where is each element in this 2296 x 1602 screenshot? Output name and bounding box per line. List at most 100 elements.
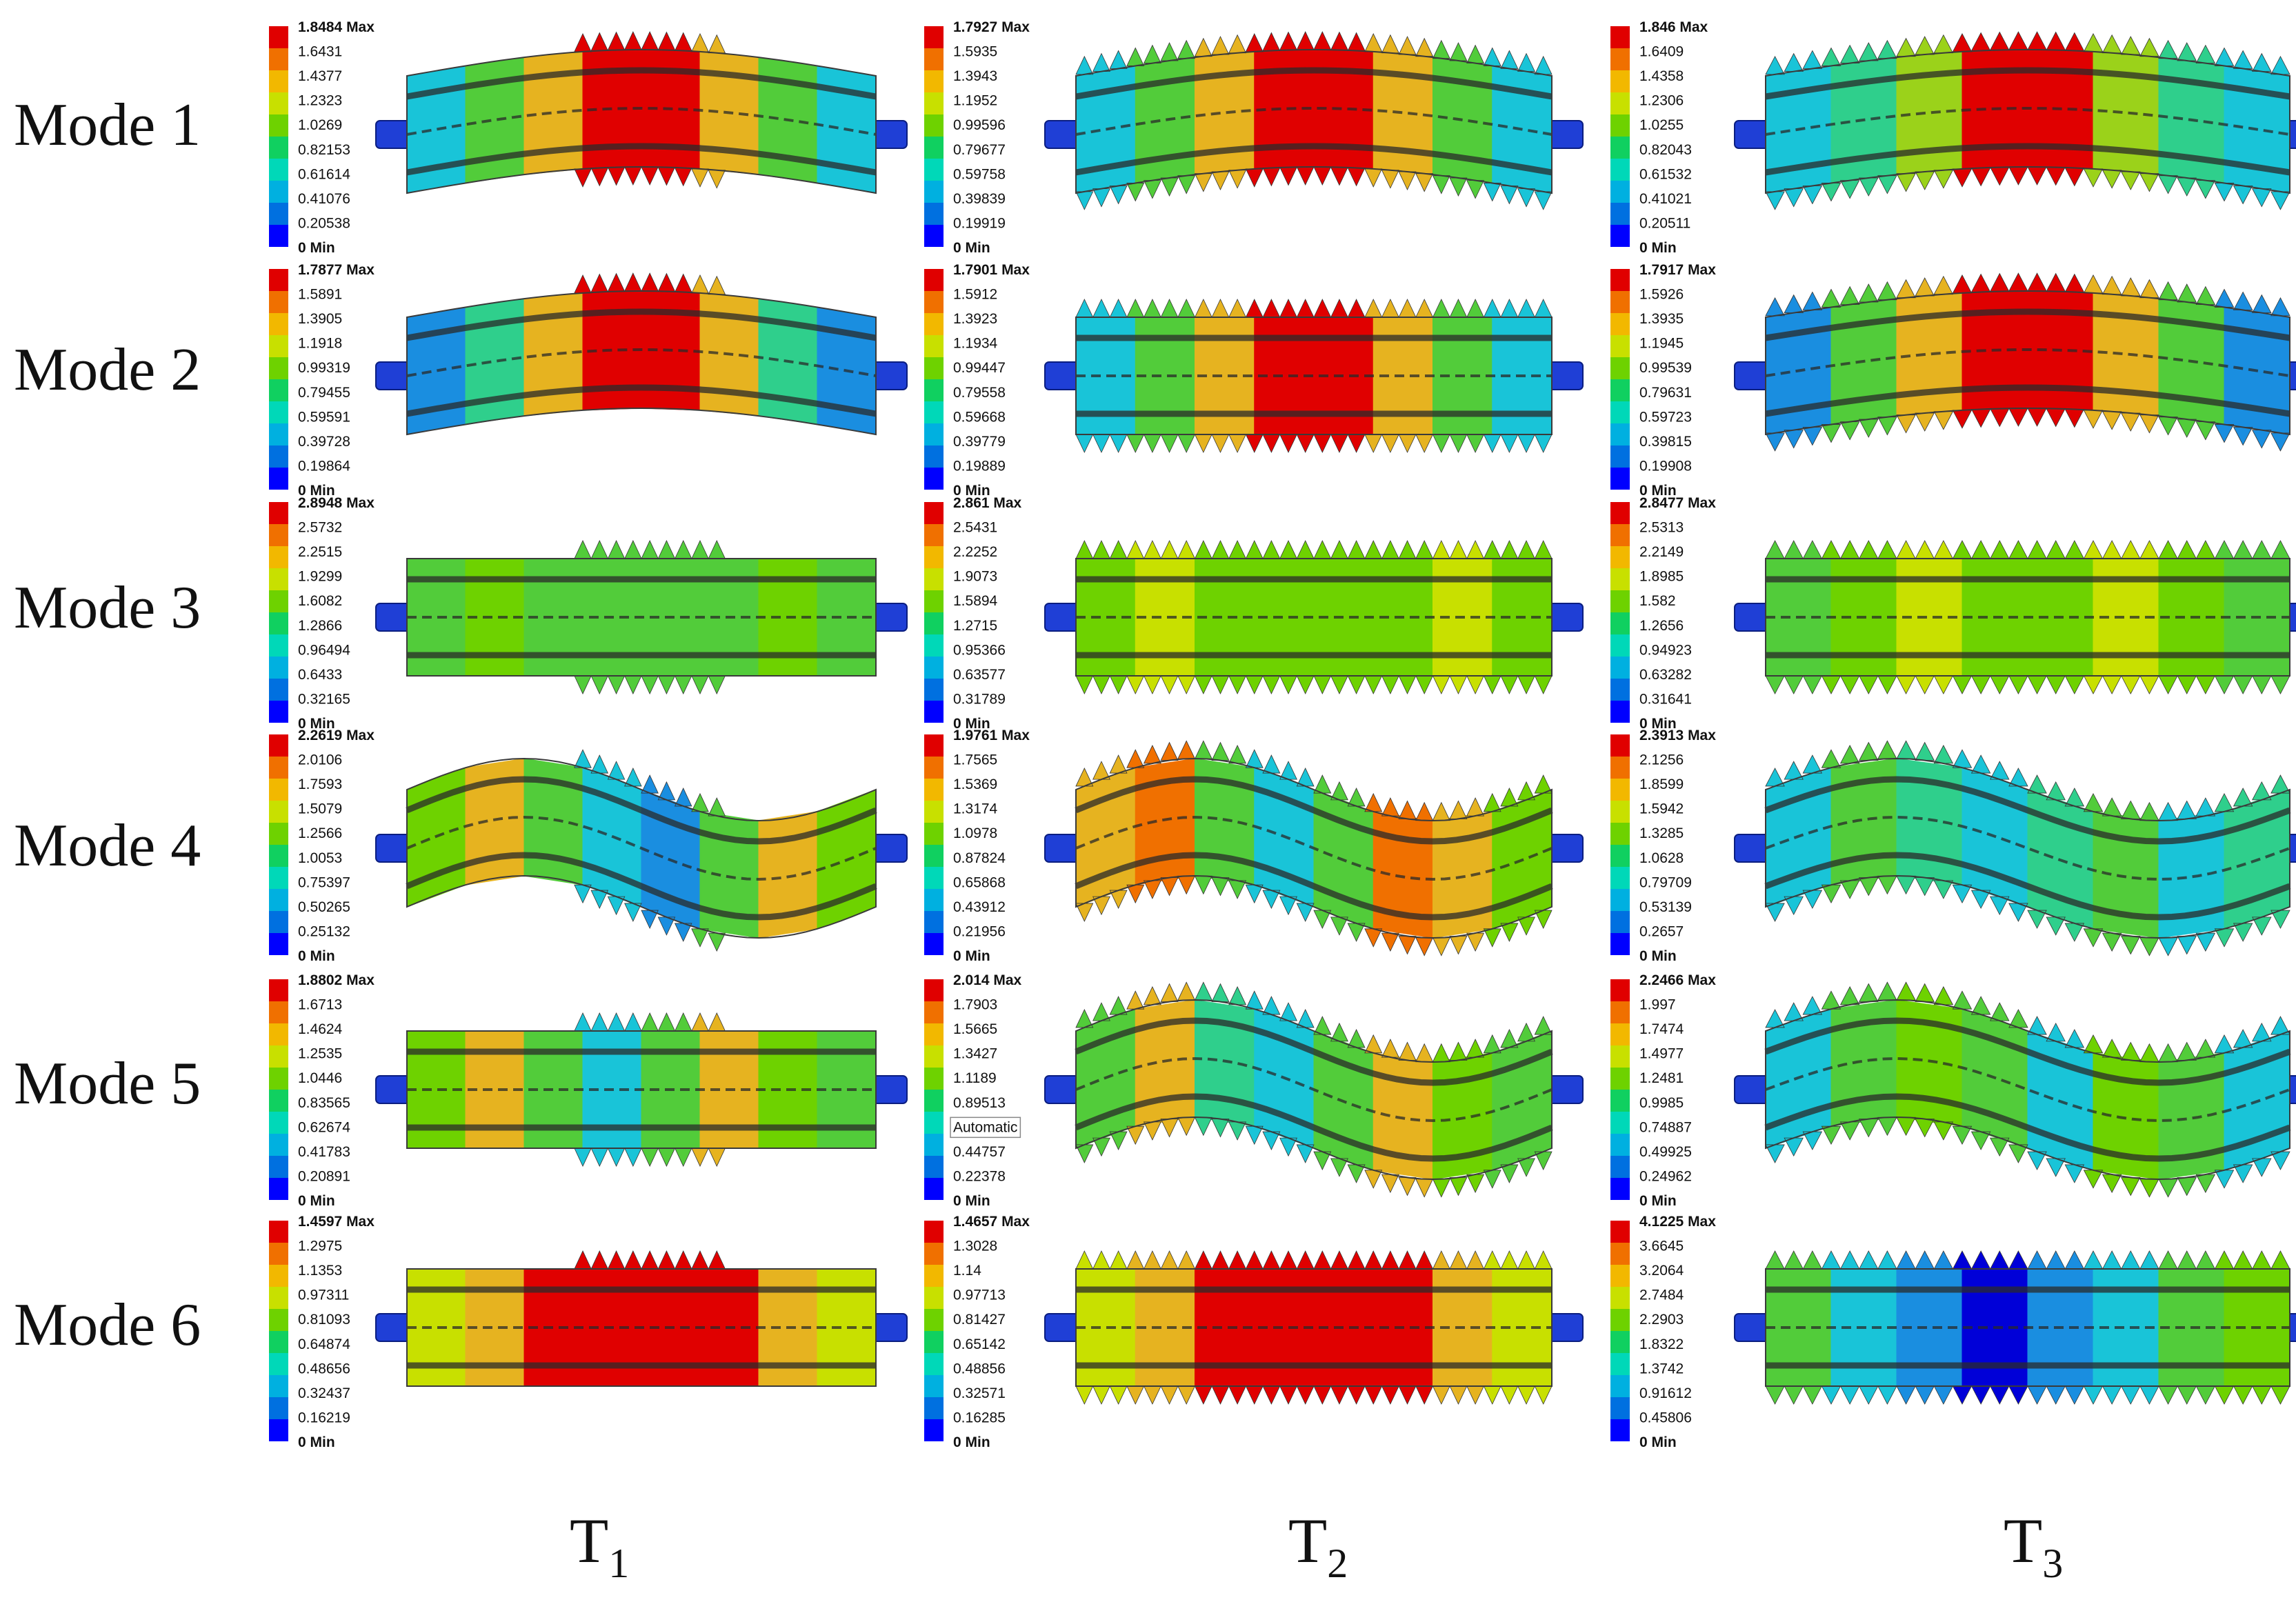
legend-max-label: 1.7917 Max (1639, 262, 1716, 278)
bottom-tooth (1364, 168, 1383, 188)
bottom-tooth (1194, 1385, 1212, 1405)
side-groove (1764, 852, 2291, 921)
legend-mode-5-t3: 2.2466 Max 1.997 1.7474 1.4977 1.2481 0.9985 0… (1610, 972, 1716, 1209)
top-tooth (1245, 32, 1264, 52)
legend-tick-label: 0.94923 (1639, 642, 1692, 658)
side-groove (406, 852, 877, 921)
legend-tick-label: 1.2306 (1639, 93, 1684, 109)
top-tooth (2064, 32, 2085, 51)
bottom-tooth (1483, 434, 1501, 453)
bottom-tooth (1839, 1121, 1860, 1141)
side-groove (1764, 1017, 2291, 1086)
top-tooth (2177, 1041, 2197, 1061)
bottom-tooth (1432, 175, 1450, 194)
side-groove (406, 143, 877, 176)
top-tooth (1821, 288, 1841, 308)
center-groove (1765, 106, 2290, 136)
side-groove (1075, 67, 1553, 100)
bottom-tooth (1330, 167, 1348, 186)
top-tooth (708, 540, 726, 559)
legend-color-box (269, 1375, 288, 1397)
mode-panel-mode-6-t1 (375, 1250, 908, 1387)
legend-color-box (1610, 1001, 1630, 1023)
panel-outline (406, 48, 877, 194)
top-tooth (607, 1012, 626, 1032)
top-tooth (2083, 792, 2104, 812)
legend-tick-label: 1.5079 (298, 801, 342, 817)
top-tooth (708, 797, 726, 817)
mode-panel-mode-1-t3 (1734, 31, 2296, 210)
legend-max-label: 2.014 Max (953, 972, 1022, 988)
legend-color-box (269, 867, 288, 889)
legend-color-box (1610, 70, 1630, 92)
column-labels: T1 T2 T3 (570, 1505, 2063, 1586)
legend-tick-label: 1.2481 (1639, 1070, 1684, 1086)
legend-tick-label: 2.5732 (298, 520, 342, 536)
center-groove (406, 815, 877, 881)
top-tooth (691, 1012, 709, 1032)
mode-panel-mode-6-t3 (1734, 1250, 2296, 1405)
legend-color-box (924, 1156, 944, 1178)
bottom-tooth (1296, 434, 1315, 453)
legend-color-box (1610, 445, 1630, 468)
top-tooth (2139, 801, 2159, 821)
legend-color-box (1610, 1045, 1630, 1068)
legend-color-box (924, 445, 944, 468)
legend-tick-label: 0.96494 (298, 642, 350, 658)
top-tooth (2121, 540, 2141, 559)
top-tooth (1126, 47, 1145, 66)
top-tooth (1990, 31, 2010, 50)
mode-panel-mode-3-t2 (1044, 540, 1584, 694)
legend-tick-label: 2.5313 (1639, 520, 1684, 536)
bottom-tooth (1821, 1385, 1841, 1405)
bottom-tooth (607, 675, 626, 694)
bottom-tooth (2252, 430, 2272, 449)
bottom-tooth (1279, 434, 1297, 453)
bottom-tooth (1517, 188, 1535, 208)
bottom-tooth (1990, 675, 2010, 694)
bottom-tooth (1415, 173, 1434, 192)
legend-color-box (924, 701, 944, 723)
legend-color-box (269, 546, 288, 568)
bottom-tooth (1432, 675, 1450, 694)
bottom-tooth (1296, 675, 1315, 694)
top-tooth (1109, 540, 1128, 559)
bottom-tooth (1245, 1385, 1264, 1405)
legend-color-box (1610, 867, 1630, 889)
top-tooth (2214, 47, 2235, 66)
legend-color-box (1610, 159, 1630, 181)
top-tooth (1765, 297, 1785, 317)
top-tooth (1952, 274, 1973, 294)
top-tooth (2270, 540, 2290, 559)
legend-min-label: 0 Min (1639, 716, 1677, 732)
top-tooth (1313, 299, 1332, 318)
top-tooth (1839, 745, 1860, 764)
legend-color-box (1610, 1068, 1630, 1090)
bottom-tooth (657, 1148, 676, 1167)
top-tooth (2083, 540, 2104, 559)
top-tooth (1952, 1250, 1973, 1270)
legend-color-box (269, 1134, 288, 1156)
legend-color-box (924, 114, 944, 137)
panel-outline (1765, 1268, 2290, 1387)
top-tooth (1330, 1250, 1348, 1270)
bottom-tooth (1877, 175, 1897, 194)
legend-tick-label: 0.39839 (953, 191, 1006, 207)
bottom-tooth (1279, 1385, 1297, 1405)
top-tooth (2195, 286, 2216, 306)
legend-tick-label: 1.4624 (298, 1021, 343, 1037)
bottom-tooth (1245, 168, 1264, 188)
legend-color-box (269, 379, 288, 401)
top-tooth (1330, 31, 1348, 50)
legend-color-box (1610, 612, 1630, 634)
top-tooth (1933, 745, 1954, 764)
bottom-tooth (2008, 1385, 2028, 1405)
column-label-t3-main: T (2004, 1505, 2042, 1576)
top-tooth (2046, 31, 2066, 50)
bottom-tooth (1877, 1117, 1897, 1137)
side-groove (1765, 308, 2290, 341)
top-tooth (1449, 1250, 1468, 1270)
top-tooth (1381, 540, 1399, 559)
legend-mode-3-t3: 2.8477 Max 2.5313 2.2149 1.8985 1.582 1.2656 0… (1610, 495, 1716, 732)
legend-color-box (924, 524, 944, 546)
